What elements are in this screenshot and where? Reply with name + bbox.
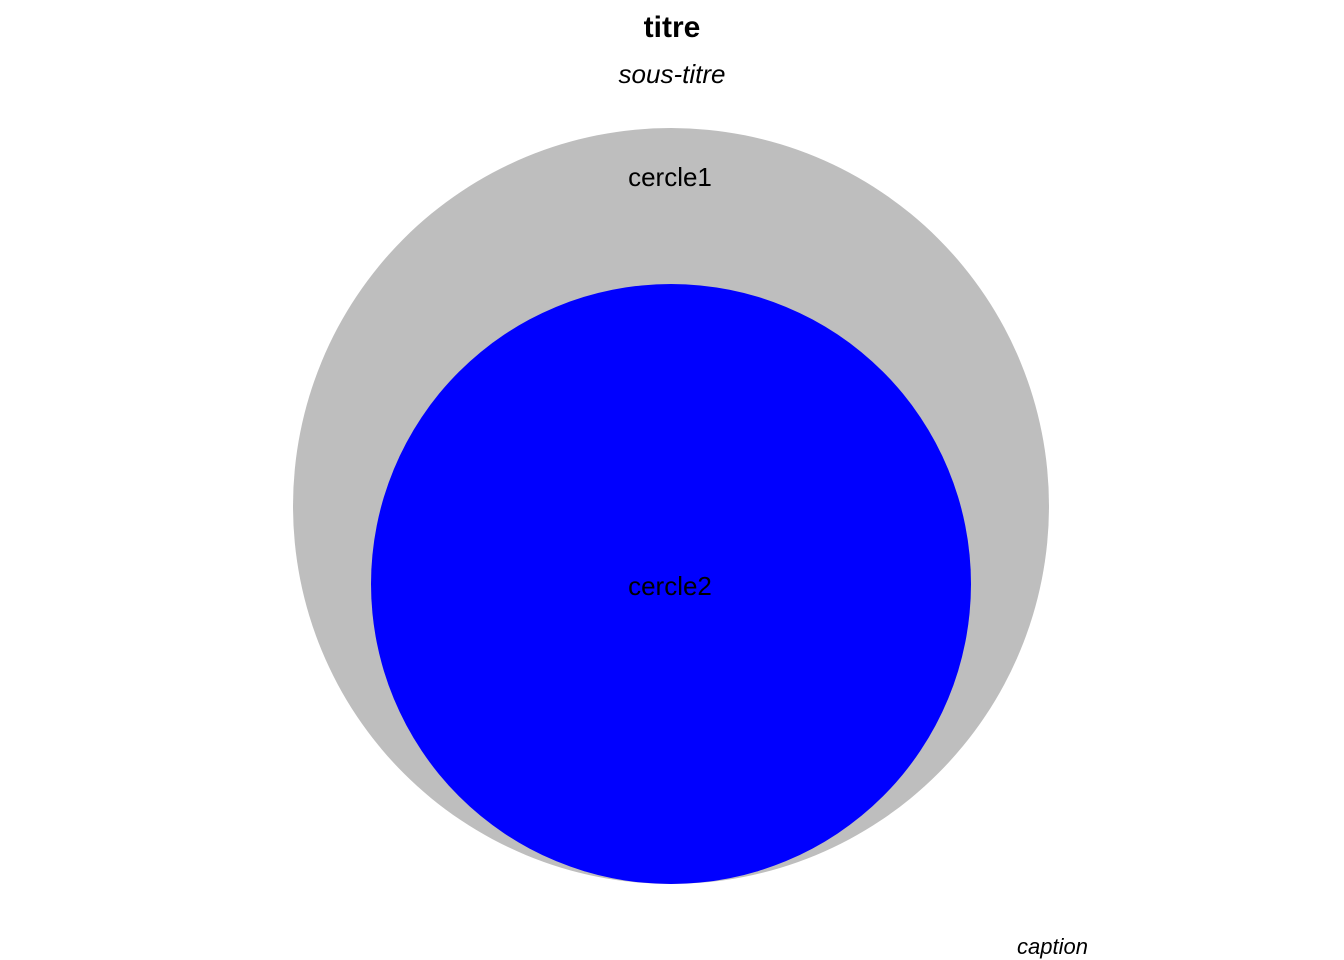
circle-cercle2	[371, 284, 971, 884]
diagram-caption: caption	[1017, 934, 1088, 959]
circle-label-cercle1: cercle1	[628, 162, 712, 192]
circle-label-cercle2: cercle2	[628, 571, 712, 601]
diagram-title: titre	[643, 11, 701, 44]
diagram-subtitle: sous-titre	[618, 59, 726, 89]
